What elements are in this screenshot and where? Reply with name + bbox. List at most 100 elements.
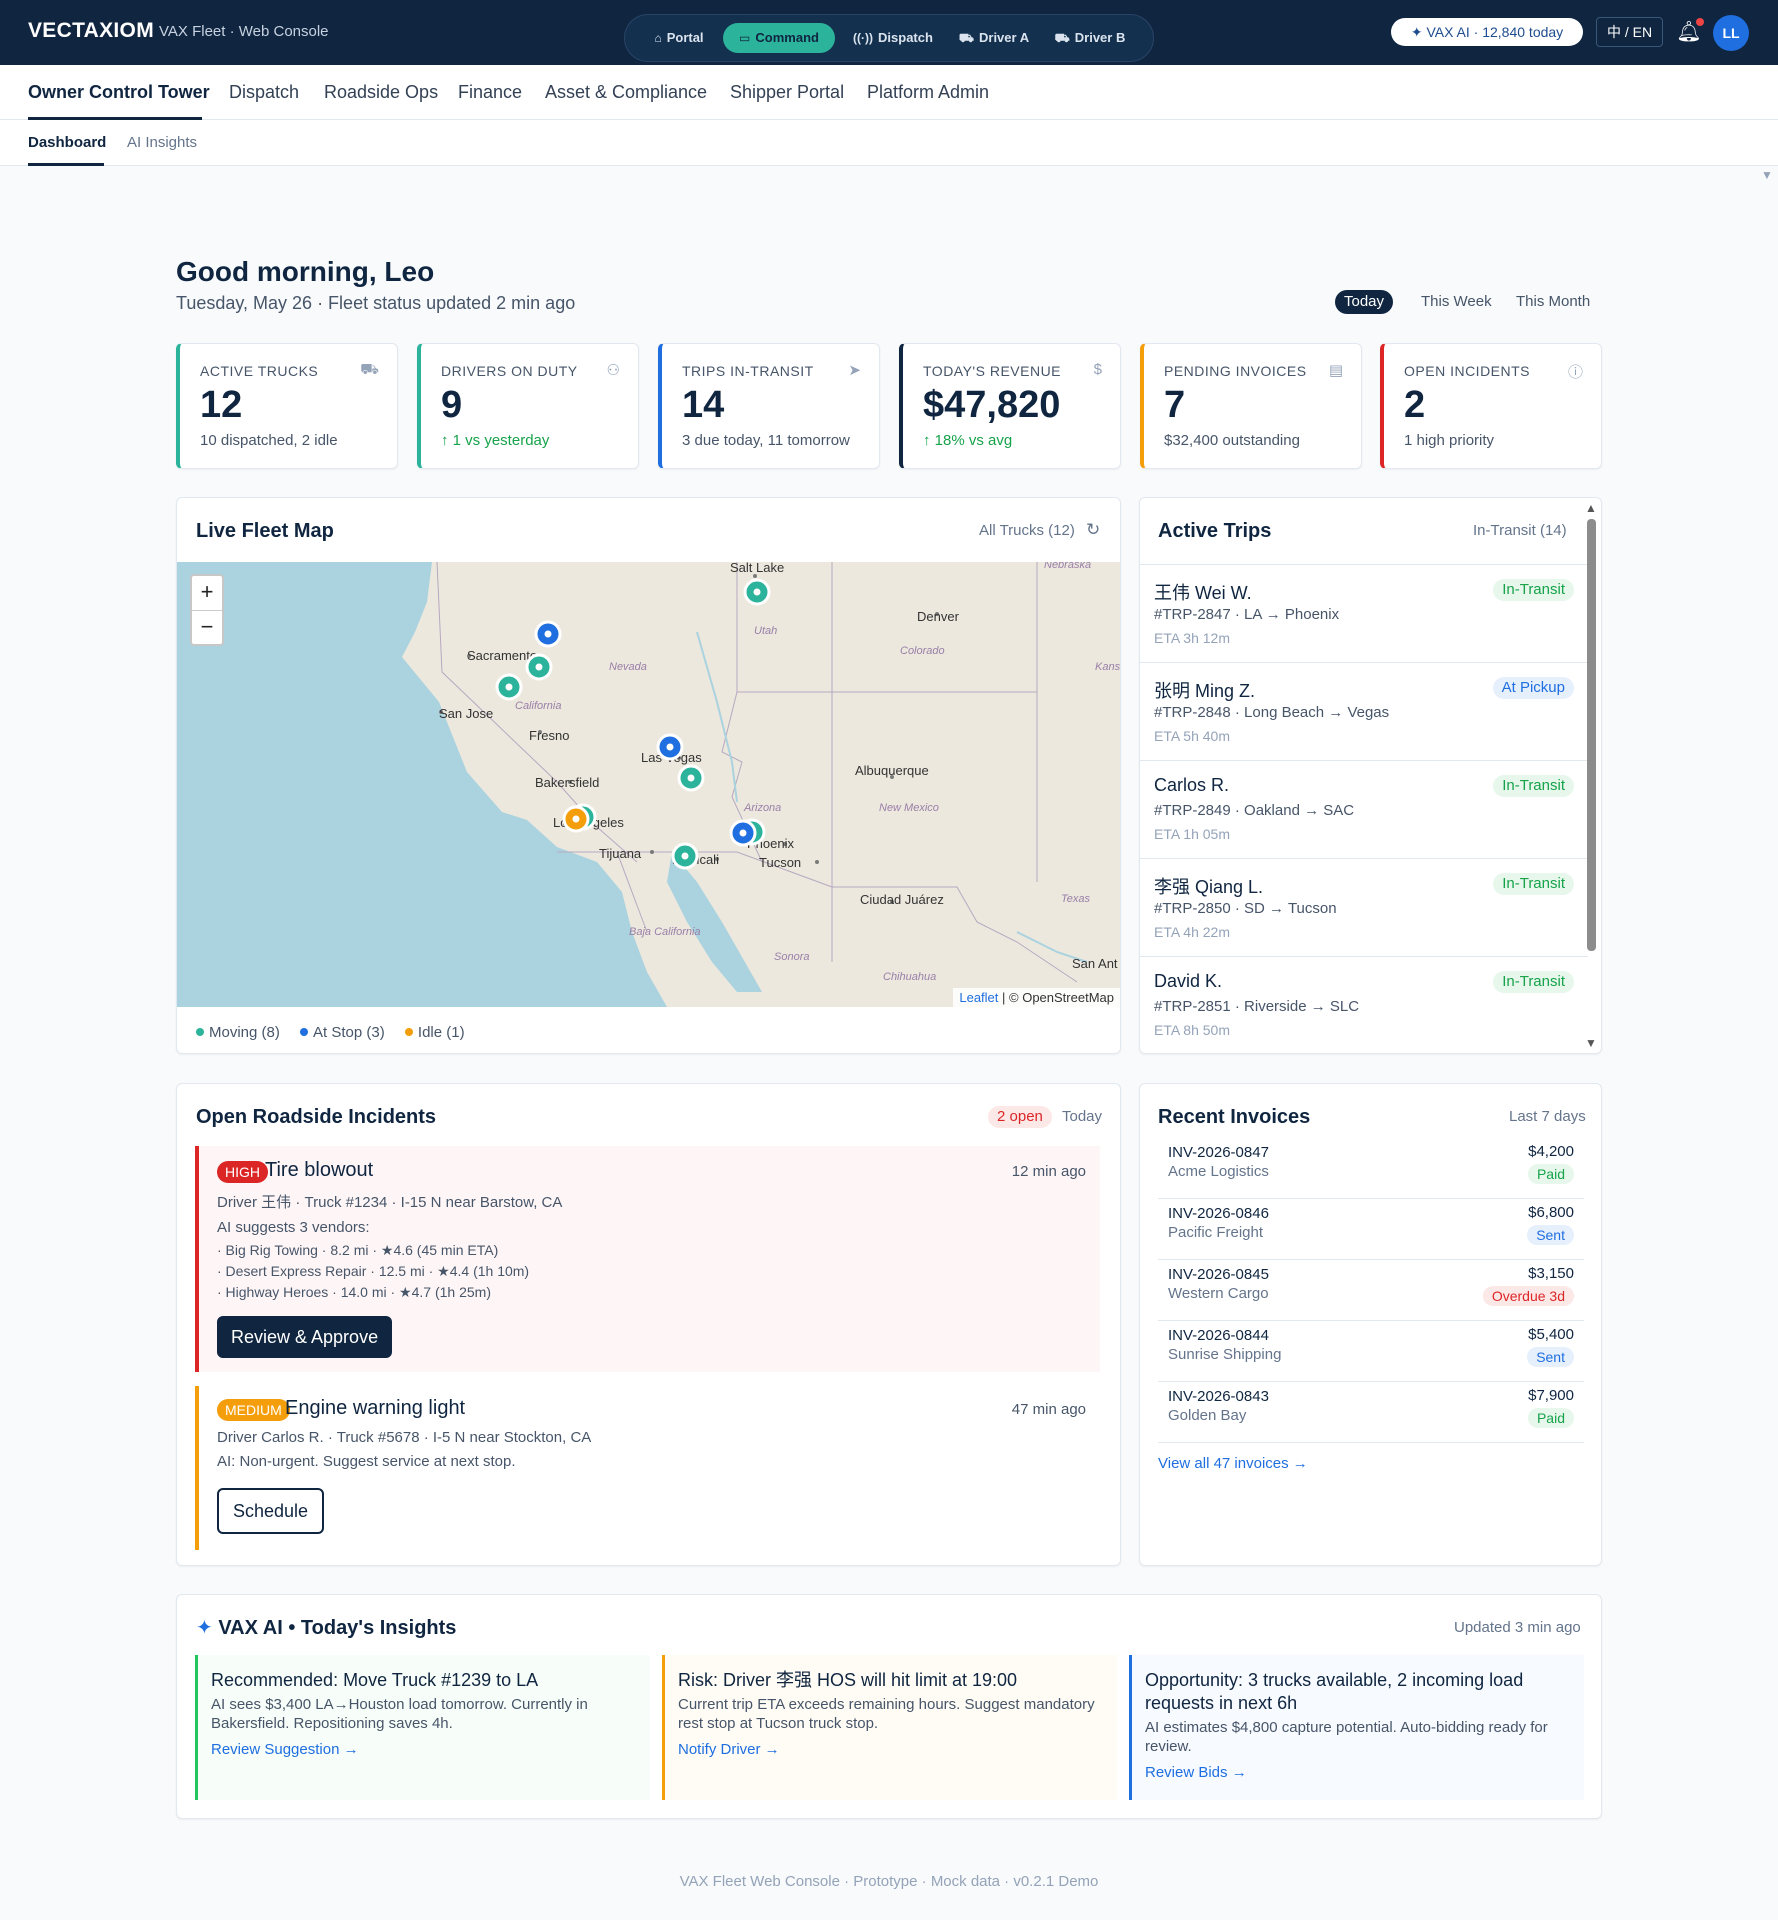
tab-ai-insights[interactable]: AI Insights: [127, 134, 198, 151]
status-badge: In-Transit: [1493, 579, 1574, 601]
ai-usage-pill[interactable]: ✦ VAX AI · 12,840 today: [1391, 18, 1583, 46]
nav-owner-control-tower[interactable]: Owner Control Tower: [28, 82, 210, 102]
trips-list: 王伟 Wei W. #TRP-2847 · LA → Phoenix ETA 3…: [1140, 564, 1588, 1038]
mode-driver-b[interactable]: ⛟ Driver B: [1045, 23, 1135, 53]
insight-opportunity[interactable]: Opportunity: 3 trucks available, 2 incom…: [1129, 1655, 1584, 1800]
greeting-subtitle: Tuesday, May 26 · Fleet status updated 2…: [176, 293, 576, 313]
nav-shipper-portal[interactable]: Shipper Portal: [730, 82, 845, 102]
kpi-active-trucks[interactable]: ACTIVE TRUCKS ⛟ 12 10 dispatched, 2 idle: [176, 343, 398, 469]
scroll-down-arrow[interactable]: ▼: [1585, 1036, 1597, 1050]
nav-asset-compliance[interactable]: Asset & Compliance: [545, 82, 708, 102]
fleet-map[interactable]: Salt Lake Denver Sacramento San Jose Fre…: [177, 562, 1120, 1007]
mode-driver-a[interactable]: ⛟ Driver A: [949, 23, 1039, 53]
invoice-row[interactable]: INV-2026-0843 Golden Bay $7,900 Paid: [1158, 1382, 1584, 1443]
invoice-company: Acme Logistics: [1168, 1163, 1269, 1180]
map-label: Sacramento: [467, 648, 537, 663]
refresh-icon[interactable]: ↻: [1086, 520, 1101, 539]
incident-high[interactable]: HIGH Tire blowout 12 min ago Driver 王伟 ·…: [195, 1146, 1100, 1372]
nav-finance[interactable]: Finance: [458, 82, 523, 102]
invoice-row[interactable]: INV-2026-0845 Western Cargo $3,150 Overd…: [1158, 1260, 1584, 1321]
review-approve-button[interactable]: Review & Approve: [217, 1316, 393, 1358]
kpi-value: 2: [1404, 384, 1426, 426]
review-suggestion-link[interactable]: Review Suggestion →: [211, 1741, 359, 1758]
nav-roadside-ops[interactable]: Roadside Ops: [324, 82, 439, 102]
severity-badge: MEDIUM: [217, 1399, 290, 1421]
zoom-in-button[interactable]: +: [200, 579, 214, 604]
active-nav-indicator: [28, 117, 202, 120]
trip-row[interactable]: 王伟 Wei W. #TRP-2847 · LA → Phoenix ETA 3…: [1140, 565, 1588, 663]
invoice-row[interactable]: INV-2026-0847 Acme Logistics $4,200 Paid: [1158, 1138, 1584, 1199]
bell-icon[interactable]: 🔔︎: [1676, 21, 1702, 43]
insights-title: ✦ VAX AI • Today's Insights: [196, 1615, 456, 1640]
invoice-company: Golden Bay: [1168, 1407, 1247, 1424]
kpi-value: 12: [200, 384, 243, 426]
card-title: Active Trips: [1158, 520, 1272, 542]
nav-platform-admin[interactable]: Platform Admin: [867, 82, 990, 102]
trip-eta: ETA 4h 22m: [1154, 924, 1231, 940]
range-today[interactable]: Today: [1335, 290, 1394, 314]
insight-text: AI estimates $4,800 capture potential. A…: [1145, 1719, 1548, 1755]
mode-switcher: ⌂ Portal ▭ Command ((·)) Dispatch ⛟ Driver A…: [624, 14, 1154, 62]
mode-dispatch[interactable]: ((·)) Dispatch: [843, 23, 943, 53]
invoice-row[interactable]: INV-2026-0844 Sunrise Shipping $5,400 Se…: [1158, 1321, 1584, 1382]
open-count-badge: 2 open: [988, 1106, 1052, 1128]
incident-time: 47 min ago: [1011, 1401, 1086, 1418]
incident-title: Tire blowout: [265, 1159, 374, 1181]
kpi-sub: $32,400 outstanding: [1164, 432, 1300, 449]
truck-icon: ⛟: [360, 361, 379, 378]
invoice-company: Western Cargo: [1168, 1285, 1269, 1302]
insight-recommendation[interactable]: Recommended: Move Truck #1239 to LA AI s…: [195, 1655, 650, 1800]
language-toggle[interactable]: 中 / EN: [1596, 17, 1663, 47]
scroll-up-arrow[interactable]: ▲: [1585, 501, 1597, 515]
sparkle-icon: ✦: [196, 1617, 219, 1639]
leaflet-link[interactable]: Leaflet: [959, 990, 999, 1005]
kpi-pending-invoices[interactable]: PENDING INVOICES ▤ 7 $32,400 outstanding: [1140, 343, 1362, 469]
invoice-id: INV-2026-0845: [1168, 1266, 1269, 1283]
app-logo[interactable]: VECTAXIOM: [28, 19, 154, 42]
trip-route: #TRP-2848 · Long Beach → Vegas: [1154, 704, 1390, 721]
monitor-icon: ▭: [739, 31, 751, 45]
review-bids-link[interactable]: Review Bids →: [1145, 1764, 1247, 1781]
mode-label: Driver B: [1074, 30, 1126, 45]
mode-command[interactable]: ▭ Command: [723, 23, 835, 53]
incident-medium[interactable]: MEDIUM Engine warning light 47 min ago D…: [195, 1386, 1100, 1550]
trip-row[interactable]: David K. #TRP-2851 · Riverside → SLC ETA…: [1140, 957, 1588, 1053]
status-badge: Sent: [1527, 1225, 1574, 1245]
kpi-label: TODAY'S REVENUE: [923, 363, 1062, 379]
greeting-title: Good morning, Leo: [176, 256, 435, 287]
kpi-drivers-on-duty[interactable]: DRIVERS ON DUTY ⚇ 9 ↑ 1 vs yesterday: [417, 343, 639, 469]
zoom-out-button[interactable]: −: [192, 610, 222, 644]
tab-dashboard[interactable]: Dashboard: [28, 134, 107, 151]
incidents-meta: Today: [1062, 1108, 1103, 1125]
kpi-todays-revenue[interactable]: TODAY'S REVENUE $ $47,820 ↑ 18% vs avg: [899, 343, 1121, 469]
kpi-label: DRIVERS ON DUTY: [441, 363, 578, 379]
notify-driver-link[interactable]: Notify Driver →: [678, 1741, 780, 1758]
invoice-amount: $4,200: [1528, 1143, 1574, 1160]
map-label: Bakersfield: [535, 775, 599, 790]
mode-portal[interactable]: ⌂ Portal: [639, 23, 719, 53]
truck-icon: ⛟: [958, 31, 974, 45]
map-label: New Mexico: [879, 802, 939, 814]
nav-dispatch[interactable]: Dispatch: [229, 82, 300, 102]
map-label: Kans: [1095, 661, 1120, 673]
dollar-icon: $: [1093, 361, 1102, 378]
view-all-invoices-link[interactable]: View all 47 invoices →: [1158, 1455, 1308, 1472]
trip-row[interactable]: 张明 Ming Z. #TRP-2848 · Long Beach → Vega…: [1140, 663, 1588, 761]
truck-filter[interactable]: All Trucks (12): [979, 522, 1075, 539]
trip-row[interactable]: Carlos R. #TRP-2849 · Oakland → SAC ETA …: [1140, 761, 1588, 859]
trip-row[interactable]: 李强 Qiang L. #TRP-2850 · SD → Tucson ETA …: [1140, 859, 1588, 957]
map-label: Texas: [1061, 893, 1090, 905]
kpi-sub: 3 due today, 11 tomorrow: [682, 432, 850, 449]
roadside-incidents-card: Open Roadside Incidents 2 open Today HIG…: [176, 1083, 1121, 1566]
trips-scrollbar[interactable]: [1587, 519, 1596, 951]
kpi-trips-in-transit[interactable]: TRIPS IN-TRANSIT ➤ 14 3 due today, 11 to…: [658, 343, 880, 469]
invoice-company: Pacific Freight: [1168, 1224, 1264, 1241]
schedule-button[interactable]: Schedule: [217, 1488, 325, 1534]
kpi-open-incidents[interactable]: OPEN INCIDENTS ⓘ 2 1 high priority: [1380, 343, 1602, 469]
avatar[interactable]: LL: [1713, 15, 1749, 51]
range-this-month[interactable]: This Month: [1516, 293, 1591, 310]
trip-route: #TRP-2849 · Oakland → SAC: [1154, 802, 1355, 819]
invoice-row[interactable]: INV-2026-0846 Pacific Freight $6,800 Sen…: [1158, 1199, 1584, 1260]
insight-risk[interactable]: Risk: Driver 李强 HOS will hit limit at 19…: [662, 1655, 1117, 1800]
range-this-week[interactable]: This Week: [1421, 293, 1492, 310]
